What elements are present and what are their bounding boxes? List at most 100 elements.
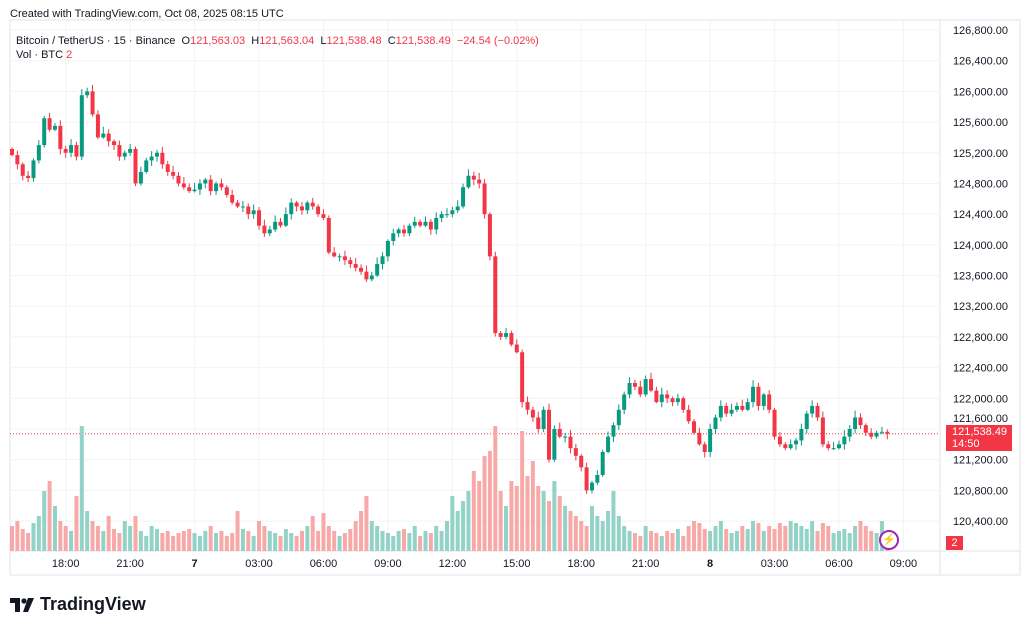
candle-body: [197, 183, 202, 190]
candle-body: [364, 271, 369, 280]
candle-body: [20, 164, 25, 176]
candle-body: [230, 194, 235, 203]
candle-body: [160, 152, 165, 165]
candle-body: [514, 344, 519, 353]
candle-body: [138, 171, 143, 184]
candle-body: [69, 145, 74, 153]
candle-body: [128, 148, 133, 153]
symbol-label[interactable]: Bitcoin / TetherUS · 15 · Binance: [16, 35, 176, 47]
candle-body: [187, 187, 192, 192]
volume-bars: [10, 426, 890, 551]
volume-bar: [654, 533, 659, 551]
candle-body: [36, 145, 41, 161]
last-price: 121,538.49: [952, 426, 1008, 438]
candle-body: [278, 221, 283, 226]
candle-body: [595, 475, 600, 483]
candle-body: [112, 141, 117, 146]
time-tick-label: 15:00: [503, 558, 531, 570]
candle-body: [756, 386, 761, 406]
candle-body: [52, 125, 57, 130]
volume-bar: [10, 526, 14, 551]
volume-bar: [627, 531, 632, 551]
candle-body: [240, 206, 245, 208]
candle-body: [675, 398, 680, 403]
volume-bar: [541, 491, 546, 551]
candle-body: [305, 202, 310, 211]
volume-bar: [547, 501, 551, 551]
candle-body: [649, 379, 654, 391]
volume-bar: [702, 529, 707, 551]
candle-body: [15, 155, 20, 165]
time-tick-label: 18:00: [52, 558, 80, 570]
volume-bar: [799, 526, 804, 551]
volume-bar: [42, 491, 47, 551]
candle-body: [101, 133, 106, 138]
candle-body: [498, 333, 503, 337]
time-axis: 18:00 21:00 7 03:00 06:00 09:00 12:00 15:00 18:0…: [52, 558, 917, 570]
credit-text: Created with TradingView.com, Oct 08, 20…: [10, 8, 284, 20]
volume-bar: [777, 523, 782, 551]
candle-body: [606, 436, 611, 452]
volume-bar: [112, 529, 117, 551]
volume-bar: [418, 536, 423, 551]
price-tick-label: 125,600.00: [953, 117, 1008, 129]
candle-body: [638, 386, 643, 395]
candle-body: [321, 214, 326, 218]
candle-body: [294, 202, 299, 207]
price-tick-label: 126,800.00: [953, 25, 1008, 37]
candle-body: [251, 210, 256, 215]
volume-bar: [299, 531, 304, 551]
volume-bar: [149, 526, 154, 551]
volume-bar: [638, 536, 643, 551]
volume-bar: [482, 456, 487, 551]
candle-body: [611, 425, 616, 437]
volume-bar: [305, 526, 310, 551]
volume-bar: [622, 526, 627, 551]
volume-bar: [600, 521, 605, 551]
candle-body: [622, 394, 627, 410]
last-price-badge: 121,538.49 14:50: [946, 425, 1012, 451]
candle-body: [863, 425, 868, 433]
volume-bar: [874, 533, 879, 551]
candle-body: [541, 409, 546, 429]
candle-body: [79, 95, 84, 157]
volume-bar: [348, 529, 353, 551]
volume-bar: [230, 533, 235, 551]
candle-body: [826, 444, 831, 449]
volume-bar: [187, 529, 192, 551]
candle-body: [847, 428, 852, 437]
volume-bar: [616, 516, 621, 551]
volume-bar: [58, 521, 63, 551]
volume-bar: [842, 529, 847, 551]
grid: [9, 19, 1021, 576]
volume-bar: [251, 536, 256, 551]
volume-bar: [101, 531, 106, 551]
volume-bar: [85, 511, 90, 551]
volume-bar: [718, 521, 723, 551]
volume-bar: [836, 531, 841, 551]
candle-body: [869, 432, 874, 437]
volume-bar: [724, 529, 729, 551]
candle-body: [418, 221, 423, 226]
candle-body: [643, 379, 648, 395]
volume-bar: [455, 511, 460, 551]
volume-bar: [197, 536, 202, 551]
candle-body: [428, 221, 433, 230]
candle-body: [31, 160, 36, 179]
volume-bar: [310, 516, 315, 551]
lightning-icon[interactable]: ⚡: [879, 530, 899, 550]
candle-body: [815, 405, 820, 418]
volume-bar: [144, 536, 149, 551]
candle-body: [557, 428, 562, 437]
candle-body: [740, 405, 745, 410]
candles: [10, 84, 890, 494]
volume-bar: [643, 526, 648, 551]
tradingview-logo: TradingView: [10, 594, 146, 615]
volume-bar: [90, 521, 95, 551]
candle-body: [713, 417, 718, 429]
candle-body: [396, 229, 401, 234]
candle-body: [584, 467, 589, 491]
candle-body: [665, 394, 670, 399]
volume-bar: [353, 521, 358, 551]
